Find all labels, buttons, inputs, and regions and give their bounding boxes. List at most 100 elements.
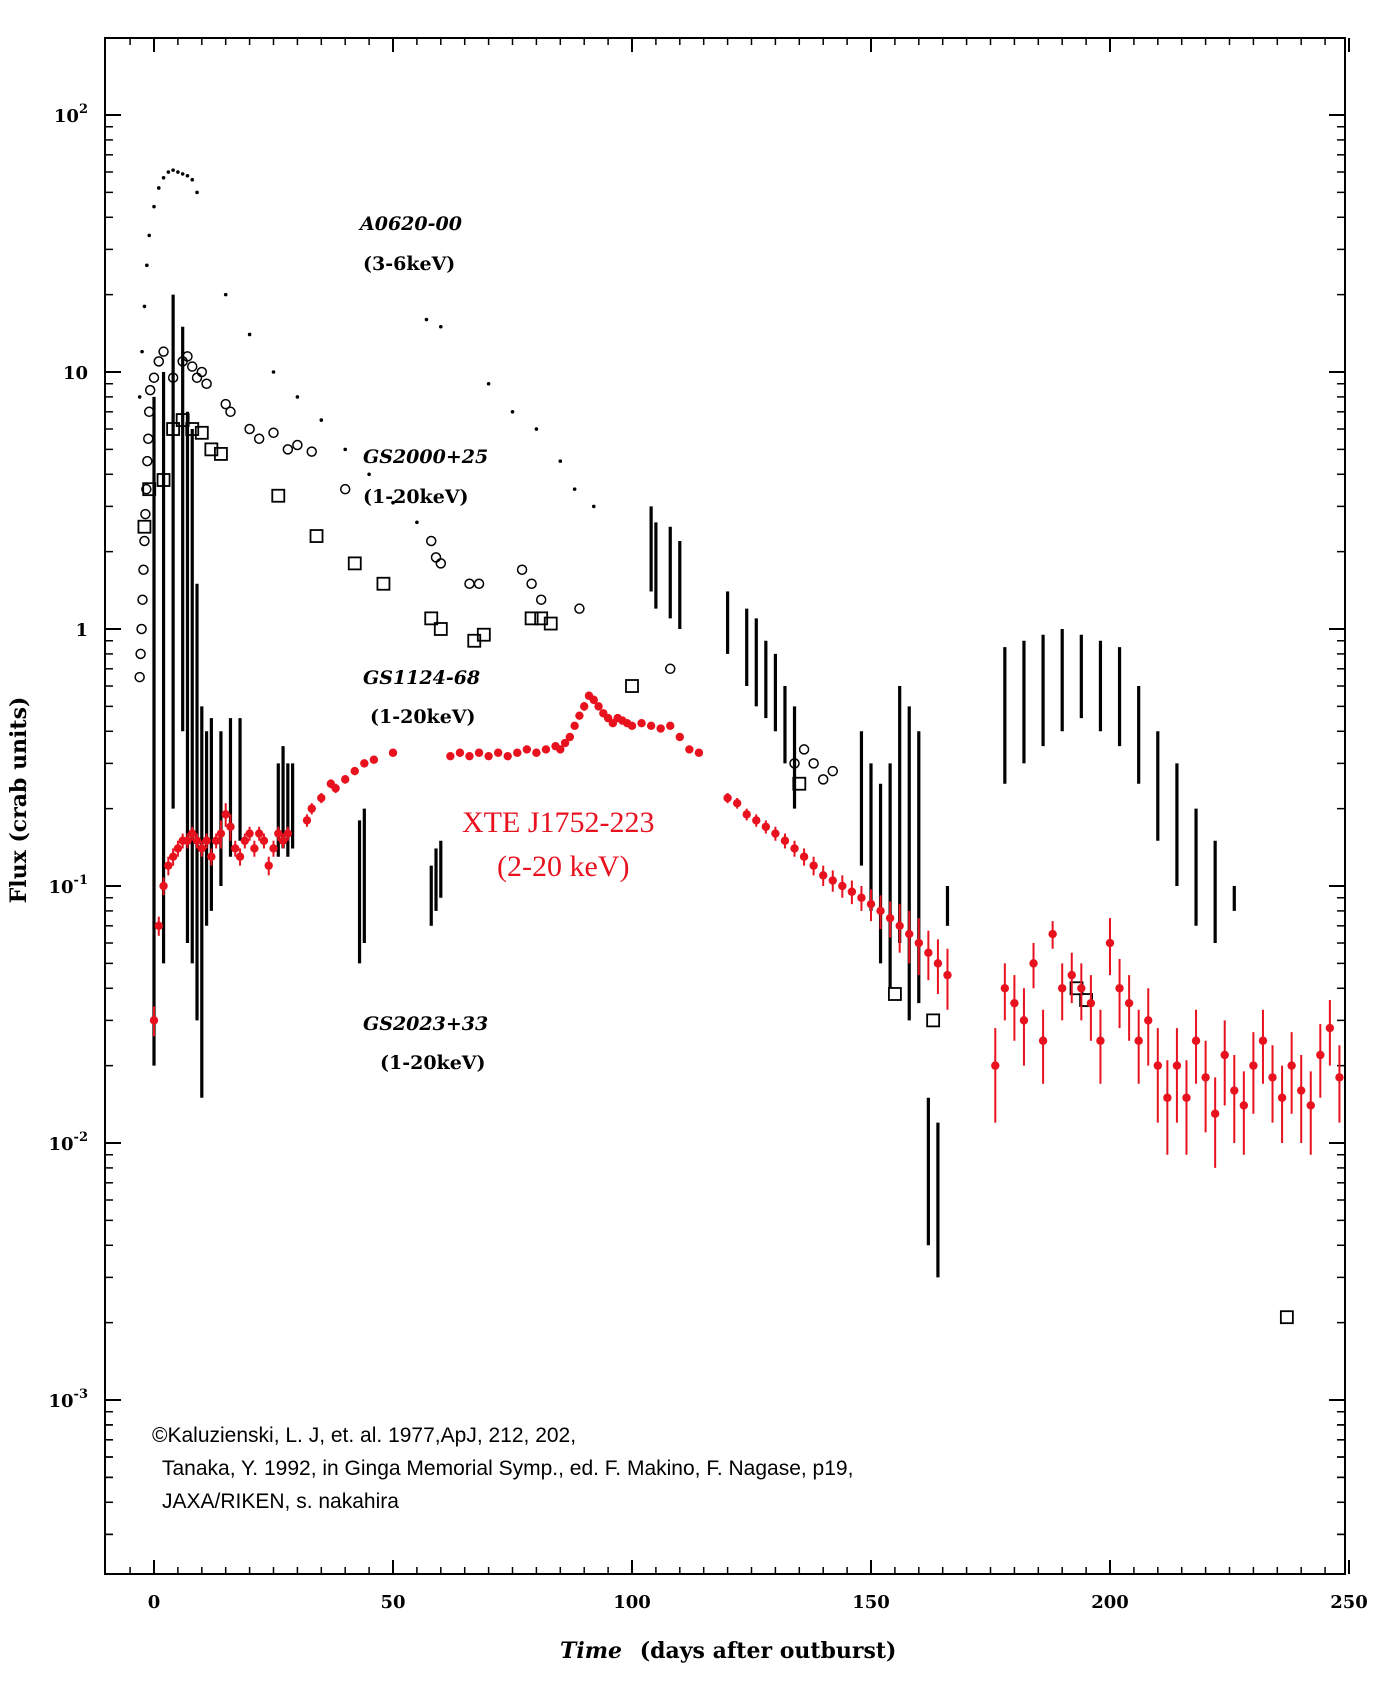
series-band-a0620: (3-6keV) [363,253,455,275]
data-point [425,535,437,547]
data-point [1077,984,1086,993]
series-2 [137,413,1294,1325]
data-point [1172,1061,1182,1070]
data-point [637,718,646,728]
data-point [292,439,303,451]
data-point [367,472,371,477]
data-point [484,751,493,761]
data-point [666,721,675,731]
data-point [197,844,206,853]
data-point [503,751,512,761]
y-tick-label: 10-1 [48,873,88,898]
data-point [799,852,809,861]
series-label-gs2000: GS2000+25 [363,446,488,468]
data-point [808,758,819,769]
data-point [1038,1036,1048,1045]
data-point [895,921,904,931]
data-point [317,793,326,803]
series-1 [134,346,839,785]
data-point [866,899,876,909]
data-point [656,724,665,733]
series-label-gs2023: GS2023+33 [363,1013,488,1035]
data-point [771,829,780,838]
data-point [226,822,235,831]
data-point [153,356,165,367]
data-point [809,861,818,870]
x-tick-label: 50 [380,1592,405,1613]
data-point [188,829,197,838]
data-point [1144,1016,1153,1025]
data-point [570,721,579,731]
x-axis-title: Time (days after outburst) [560,1638,896,1664]
data-point [247,332,252,337]
series-label-gs1124: GS1124-68 [363,667,480,689]
data-point [905,929,914,939]
data-point [143,433,154,444]
data-point [143,406,155,418]
data-point [1268,1073,1277,1082]
series-label-a0620: A0620-00 [358,213,462,235]
data-point [1297,1086,1306,1095]
data-point [486,381,491,386]
data-point [732,798,742,808]
x-tick-label: 150 [852,1592,890,1613]
y-tick-label-exp: -1 [74,873,88,888]
data-point [1000,984,1010,993]
data-point [176,170,180,174]
data-point [154,921,163,931]
y-axis-title: Flux (crab units) [6,697,32,904]
data-point [202,836,211,845]
data-point [943,970,952,980]
y-tick-label: 1 [75,620,88,641]
data-point [149,1016,159,1025]
data-point [1316,1050,1325,1060]
data-point [137,395,142,399]
data-point [331,784,340,793]
data-point [1335,1073,1344,1082]
data-point [991,1061,1000,1070]
data-point [376,576,391,591]
data-point [180,172,185,176]
data-point [1182,1093,1191,1102]
data-point [173,844,183,853]
data-point [594,702,603,711]
data-point [1115,984,1124,993]
data-point [204,442,219,457]
data-point [138,564,149,576]
y-tick-label-exp: -2 [74,1130,88,1145]
data-point [1067,970,1076,980]
data-point [827,765,839,777]
data-point [137,519,152,534]
data-point [493,748,503,757]
data-point [341,775,350,784]
data-point [885,913,895,923]
y-tick-label-exp: -3 [74,1387,88,1402]
data-point [264,861,273,870]
data-point [476,627,491,642]
data-point [145,263,149,268]
data-point [171,168,175,172]
data-point [1019,1016,1029,1025]
data-point [1058,984,1067,993]
data-point [1029,959,1038,968]
data-point [838,881,847,891]
data-point [780,836,790,845]
data-point [534,427,539,431]
data-point [526,578,537,589]
credit-line-3: JAXA/RIKEN, s. nakahira [162,1490,399,1513]
data-point [1279,1310,1294,1325]
data-point [742,810,751,819]
data-point [752,816,761,825]
y-tick-label-base: 10 [63,363,88,384]
data-point [391,500,395,505]
data-point [424,611,439,626]
data-point [558,459,563,463]
data-point [1086,998,1096,1008]
data-point [245,829,254,838]
data-point [161,175,166,180]
y-tick-label-base: 10 [48,1391,73,1412]
data-point [225,406,236,418]
data-point [430,552,442,563]
data-point [513,748,522,757]
